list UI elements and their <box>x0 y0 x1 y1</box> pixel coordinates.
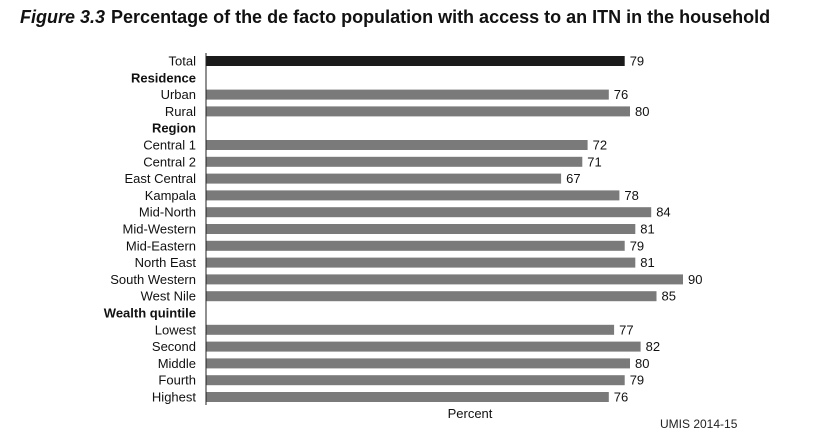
data-label: 67 <box>566 171 580 186</box>
category-label: Fourth <box>158 373 196 388</box>
category-label: Mid-Western <box>123 222 196 237</box>
bar <box>206 358 630 369</box>
data-label: 78 <box>624 188 638 203</box>
category-label: West Nile <box>141 289 196 304</box>
group-header: Region <box>152 121 196 136</box>
data-label: 81 <box>640 222 654 237</box>
figure-label: Figure 3.3 <box>20 7 106 27</box>
data-label: 79 <box>630 373 644 388</box>
category-label: Middle <box>158 356 196 371</box>
category-label: Urban <box>161 87 196 102</box>
data-label: 90 <box>688 272 702 287</box>
category-label: Highest <box>152 390 196 405</box>
bar <box>206 274 683 285</box>
bar <box>206 140 588 150</box>
category-label: Mid-Eastern <box>126 238 196 253</box>
category-label: Rural <box>165 104 196 119</box>
total-bar <box>206 56 625 66</box>
bar <box>206 375 625 386</box>
category-label: Kampala <box>145 188 197 203</box>
category-label: South Western <box>110 272 196 287</box>
bar <box>206 257 636 268</box>
data-label: 80 <box>635 356 649 371</box>
bar <box>206 291 657 302</box>
group-header: Residence <box>131 70 196 85</box>
category-label: Second <box>152 339 196 354</box>
category-label: Central 2 <box>143 154 196 169</box>
data-label: 71 <box>587 154 601 169</box>
bar <box>206 240 625 251</box>
title-text: Percentage of the de facto population wi… <box>111 7 771 27</box>
category-label: North East <box>135 255 197 270</box>
data-label: 72 <box>593 138 607 153</box>
chart-title: Figure 3.3 Percentage of the de facto pop… <box>20 7 820 28</box>
data-label: 79 <box>630 238 644 253</box>
bar <box>206 106 630 117</box>
data-label: 81 <box>640 255 654 270</box>
bar <box>206 89 609 100</box>
bar <box>206 341 641 352</box>
data-label: 80 <box>635 104 649 119</box>
bar <box>206 207 652 218</box>
data-label: 76 <box>614 390 628 405</box>
category-label: East Central <box>124 171 196 186</box>
data-label: 85 <box>662 289 676 304</box>
bar <box>206 190 620 201</box>
category-label: Central 1 <box>143 138 196 153</box>
data-label: 84 <box>656 205 670 220</box>
source-note: UMIS 2014-15 <box>660 417 738 431</box>
category-label: Mid-North <box>139 205 196 220</box>
category-label: Lowest <box>155 322 197 337</box>
group-header: Wealth quintile <box>104 306 196 321</box>
data-label: 77 <box>619 322 633 337</box>
data-label: 82 <box>646 339 660 354</box>
bar <box>206 156 583 167</box>
bar <box>206 224 636 234</box>
bar <box>206 173 562 184</box>
data-label: 79 <box>630 54 644 69</box>
bar <box>206 324 615 335</box>
x-axis-label: Percent <box>448 406 493 421</box>
bar <box>206 392 609 402</box>
data-label: 76 <box>614 87 628 102</box>
category-label: Total <box>169 54 197 69</box>
